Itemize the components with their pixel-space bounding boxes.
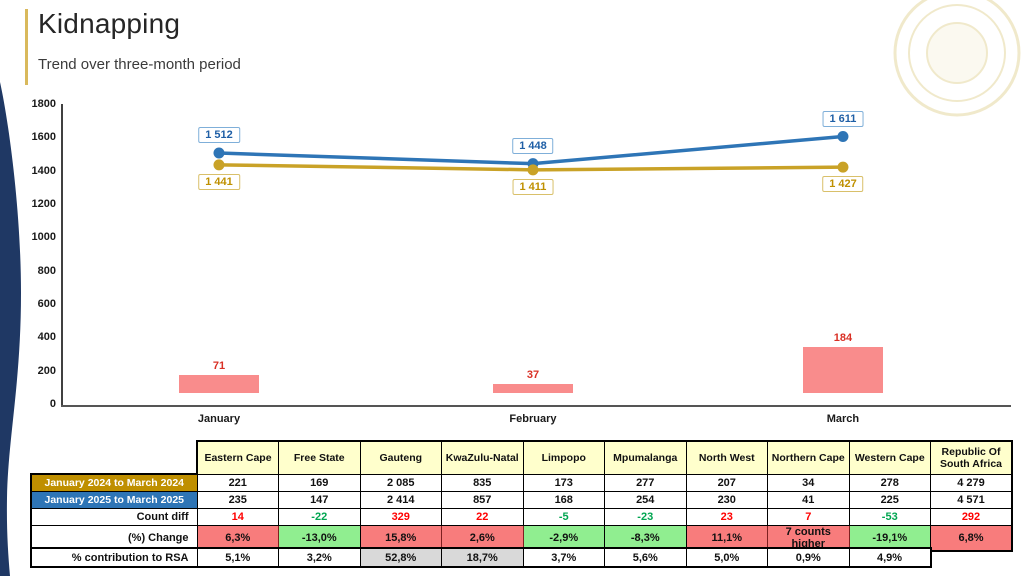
table-cell: 2 414 [359, 490, 442, 509]
table-cell: 52,8% [359, 547, 442, 568]
table-cell: 34 [767, 473, 850, 492]
bar-count-diff-january [178, 375, 259, 393]
line-data-label: 1 448 [512, 137, 554, 154]
x-axis-label-february: February [509, 413, 557, 425]
y-axis-tick-label: 1400 [31, 164, 56, 177]
table-cell: 6,3% [196, 524, 279, 552]
line-data-label: 1 512 [198, 127, 240, 143]
table-cell: 225 [848, 490, 931, 509]
y-axis-tick-label: 1800 [31, 98, 56, 110]
title-accent-bar [25, 9, 28, 85]
line-data-label: 1 427 [822, 176, 864, 193]
bar-count-diff-march [802, 347, 883, 393]
province-stats-table: Eastern Cape Free State Gauteng KwaZulu-Nat… [30, 440, 1013, 552]
table-corner-cell [31, 441, 197, 474]
table-cell: 168 [522, 490, 605, 509]
table-cell: -8,3% [604, 524, 687, 552]
column-header: Northern Cape [767, 440, 850, 475]
y-axis-tick-label: 1000 [31, 231, 56, 244]
column-header: KwaZulu-Natal [441, 440, 524, 475]
table-cell: -53 [848, 507, 931, 526]
line-data-label: 1 611 [822, 110, 864, 127]
column-header: Free State [278, 440, 361, 475]
y-axis-tick-label: 400 [37, 331, 56, 344]
row-label: January 2025 to March 2025 [30, 490, 198, 509]
table-cell: 3,2% [278, 547, 361, 568]
table-cell: 41 [767, 490, 850, 509]
y-axis-tick-label: 1600 [31, 131, 56, 144]
table-cell: 254 [604, 490, 687, 509]
row-label: Count diff [30, 507, 198, 526]
table-cell: 835 [441, 473, 524, 492]
table-cell: 22 [441, 507, 524, 526]
page-subtitle: Trend over three-month period [38, 56, 241, 73]
table-cell: 292 [930, 507, 1013, 526]
table-cell: 329 [359, 507, 442, 526]
left-edge-decoration [0, 82, 21, 576]
row-label: January 2024 to March 2024 [30, 473, 198, 492]
table-cell: 11,1% [685, 524, 768, 552]
table-cell: 169 [278, 473, 361, 492]
table-cell: 14 [196, 507, 279, 526]
line-data-label: 1 441 [198, 173, 240, 190]
row-label: (%) Change [30, 524, 198, 552]
y-axis-tick-label: 1200 [31, 198, 56, 210]
y-axis-tick-label: 0 [49, 398, 56, 410]
table-cell: 0,9% [767, 547, 850, 568]
column-header: North West [685, 440, 768, 475]
bar-data-label: 37 [526, 368, 540, 381]
column-header: Eastern Cape [196, 440, 279, 475]
column-header: Republic Of South Africa [930, 440, 1013, 475]
table-cell: 5,1% [196, 547, 279, 568]
y-axis-tick-label: 600 [37, 298, 56, 310]
table-cell: -5 [522, 507, 605, 526]
x-axis-line [61, 405, 1011, 407]
x-axis-label-march: March [826, 413, 860, 425]
table-cell: 4 279 [930, 473, 1013, 492]
table-cell: 5,0% [685, 547, 768, 568]
table-cell: 230 [685, 490, 768, 509]
table-cell: 4,9% [848, 547, 932, 568]
row-label: % contribution to RSA [30, 547, 198, 568]
table-cell: -13,0% [278, 524, 361, 552]
line-data-label: 1 411 [512, 178, 554, 195]
column-header: Limpopo [522, 440, 605, 475]
table-cell: 857 [441, 490, 524, 509]
police-badge-watermark: (function(){ var g=document.getElementBy… [893, 0, 1021, 117]
page-title: Kidnapping [38, 8, 181, 39]
table-cell: 18,7% [441, 547, 524, 568]
table-cell: 2 085 [359, 473, 442, 492]
y-axis-line [61, 104, 63, 407]
table-cell: 7 [767, 507, 850, 526]
table-cell: 173 [522, 473, 605, 492]
table-cell: 6,8% [930, 524, 1013, 552]
y-axis-tick-label: 200 [37, 364, 56, 377]
y-axis-tick-label: 800 [37, 264, 56, 277]
column-header: Mpumalanga [604, 440, 687, 475]
table-cell: 3,7% [522, 547, 605, 568]
bar-count-diff-february [492, 383, 573, 393]
table-cell: 207 [685, 473, 768, 492]
table-cell: 277 [604, 473, 687, 492]
table-cell: 5,6% [604, 547, 687, 568]
table-cell: 147 [278, 490, 361, 509]
table-cell: 278 [848, 473, 931, 492]
column-header: Gauteng [359, 440, 442, 475]
bar-data-label: 184 [833, 332, 853, 344]
bar-data-label: 71 [212, 360, 226, 373]
table-cell: 221 [196, 473, 279, 492]
table-cell: 235 [196, 490, 279, 509]
table-cell: -22 [278, 507, 361, 526]
x-axis-label-january: January [197, 413, 241, 425]
table-cell: 4 571 [930, 490, 1013, 509]
table-cell: -23 [604, 507, 687, 526]
column-header: Western Cape [848, 440, 931, 475]
table-cell: 23 [685, 507, 768, 526]
table-cell: -2,9% [522, 524, 605, 552]
rsa-contribution-table: % contribution to RSA 5,1% 3,2% 52,8% 18,7% 3… [30, 547, 932, 568]
table-cell: -19,1% [848, 524, 931, 552]
